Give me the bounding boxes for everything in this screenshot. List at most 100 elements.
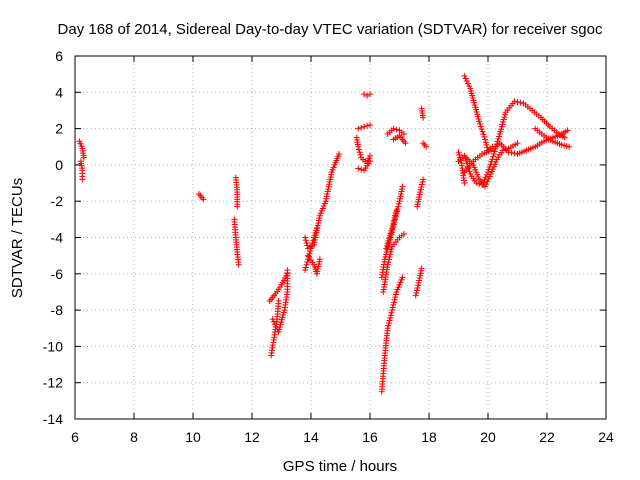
data-point-marker [391,299,398,306]
data-point-marker [355,165,362,172]
x-tick-label: 18 [421,429,437,445]
data-point-marker [413,290,420,297]
data-point-marker [272,321,279,328]
data-point-marker [390,220,397,227]
data-point-marker [462,75,469,82]
data-point-marker [481,133,488,140]
x-tick-label: 22 [539,429,555,445]
data-point-marker [477,123,484,130]
data-point-marker [479,128,486,135]
y-axis-label: SDTVAR / TECUs [9,178,26,298]
data-point-marker [423,143,430,150]
plot-frame [74,55,607,420]
data-point-marker [357,151,364,158]
data-point-marker [388,309,395,316]
y-tick-label: 6 [55,48,63,64]
data-point-marker [395,200,402,207]
data-point-marker [490,153,497,160]
x-tick-label: 20 [480,429,496,445]
data-point-marker [400,131,407,138]
data-point-marker [391,215,398,222]
y-tick-label: -14 [43,411,63,427]
data-point-marker [482,136,489,143]
x-tick-label: 12 [244,429,260,445]
data-point-marker [389,304,396,311]
y-tick-label: 4 [55,84,63,100]
data-point-marker [316,256,323,263]
data-point-marker [385,320,392,327]
data-point-marker [364,122,371,129]
data-point-marker [402,140,409,147]
data-point-marker [392,212,399,219]
data-point-marker [389,222,396,229]
data-point-marker [564,127,571,134]
x-tick-label: 10 [185,429,201,445]
data-point-marker [464,80,471,87]
data-point-marker [394,205,401,212]
data-point-marker [393,207,400,214]
data-point-marker [389,307,396,314]
plot-border [74,55,607,420]
y-tick-label: 0 [55,157,63,173]
data-point-marker [270,318,277,325]
data-point-marker [384,325,391,332]
data-point-marker [355,125,362,132]
data-point-marker [420,176,427,183]
y-axis-ticks: -14 -12 -10 -8 -6 -4 -2 0 2 4 6 [43,48,606,427]
data-point-marker [303,239,310,246]
data-point-marker [485,176,492,183]
data-point-marker [389,225,396,232]
x-tick-label: 8 [130,429,138,445]
data-point-marker [234,203,241,210]
data-point-marker [284,270,291,277]
data-point-marker [484,144,491,151]
data-point-marker [358,124,365,131]
data-point-marker [400,230,407,237]
data-point-marker [393,126,400,133]
data-point-marker [511,150,518,157]
y-tick-label: -4 [51,230,64,246]
data-point-marker [480,131,487,138]
data-point-marker [361,123,368,130]
data-point-marker [412,292,419,299]
data-point-marker [417,189,424,196]
data-point-marker [484,178,491,185]
data-point-marker [358,166,365,173]
data-point-marker [482,139,489,146]
data-point-marker [418,184,425,191]
data-point-marker [391,296,398,303]
data-point-marker [367,91,373,98]
data-point-marker [463,78,470,85]
data-point-marker [466,83,473,90]
data-point-marker [395,203,402,210]
data-point-marker [483,181,490,188]
data-point-marker [482,183,489,190]
data-point-marker [508,149,515,156]
data-point-marker [415,282,422,289]
data-point-marker [413,287,420,294]
data-point-marker [302,264,309,271]
data-point-marker [462,155,469,162]
data-point-marker [356,149,363,156]
data-point-marker [387,314,394,321]
data-point-marker [399,183,406,190]
y-tick-label: -8 [51,302,64,318]
data-point-marker [392,209,399,216]
data-point-marker [414,284,421,291]
y-tick-label: -12 [43,375,63,391]
data-point-marker [391,217,398,224]
data-point-marker [476,118,483,125]
data-point-marker [419,178,426,185]
x-axis-label: GPS time / hours [283,458,397,475]
data-point-marker [476,120,483,127]
y-tick-label: -10 [43,338,63,354]
data-point-marker [486,173,493,180]
data-point-marker [399,274,406,281]
data-point-marker [235,261,242,268]
data-point-marker [387,312,394,319]
data-point-marker [305,253,312,260]
data-point-marker [367,121,373,128]
data-point-marker [367,158,373,165]
data-point-marker [461,180,468,187]
